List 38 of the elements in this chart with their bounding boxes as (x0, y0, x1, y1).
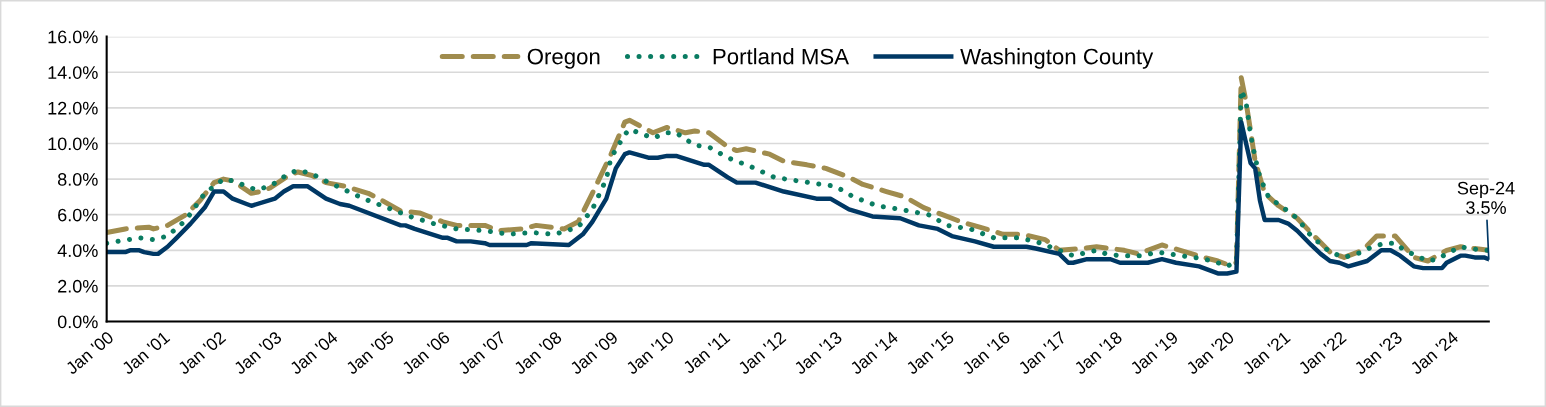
y-tick-label: 10.0% (48, 137, 98, 151)
x-tick-label: Jan '24 (1409, 330, 1460, 376)
x-tick-label: Jan '08 (512, 330, 563, 376)
x-tick-label: Jan '00 (64, 330, 115, 376)
x-tick-label: Jan '13 (793, 330, 843, 376)
x-tick-label: Jan '02 (176, 330, 227, 376)
legend-label: Portland MSA (713, 48, 849, 65)
y-tick-label: 8.0% (57, 173, 98, 186)
x-tick-label: Jan '03 (232, 330, 283, 376)
legend-label: Oregon (527, 48, 600, 69)
x-tick-label: Jan '19 (1129, 330, 1179, 376)
y-tick-label: 2.0% (58, 279, 98, 293)
x-tick-label: Jan '22 (1297, 330, 1347, 376)
x-tick-label: Jan '06 (400, 330, 451, 376)
y-tick-label: 4.0% (57, 244, 98, 258)
x-tick-label: Jan '18 (1073, 330, 1123, 376)
x-tick-label: Jan '12 (737, 330, 787, 376)
y-tick-label: 12.0% (48, 101, 98, 115)
x-tick-label: Jan '07 (456, 330, 507, 376)
x-tick-label: Jan '01 (120, 330, 171, 376)
x-tick-label: Jan '04 (288, 330, 339, 376)
x-tick-label: Jan '21 (1241, 330, 1291, 376)
x-tick-label: Jan '09 (569, 330, 619, 376)
x-tick-label: Jan '20 (1185, 330, 1235, 376)
x-tick-label: Jan '11 (682, 330, 731, 375)
y-tick-label: 14.0% (48, 66, 98, 79)
legend-label: Washington County (960, 48, 1154, 69)
x-tick-label: Jan '14 (849, 330, 899, 376)
y-tick-label: 16.0% (48, 30, 98, 44)
y-tick-label: 6.0% (58, 208, 98, 222)
x-tick-label: Jan '10 (625, 330, 675, 376)
x-tick-label: Jan '17 (1017, 330, 1067, 376)
y-tick-label: 0.0% (57, 315, 98, 329)
annotation: Sep-24 3.5% (1457, 181, 1515, 214)
x-tick-label: Jan '15 (905, 330, 955, 376)
x-tick-label: Jan '16 (961, 330, 1011, 376)
x-tick-label: Jan '05 (344, 330, 395, 376)
x-tick-label: Jan '23 (1353, 330, 1403, 376)
